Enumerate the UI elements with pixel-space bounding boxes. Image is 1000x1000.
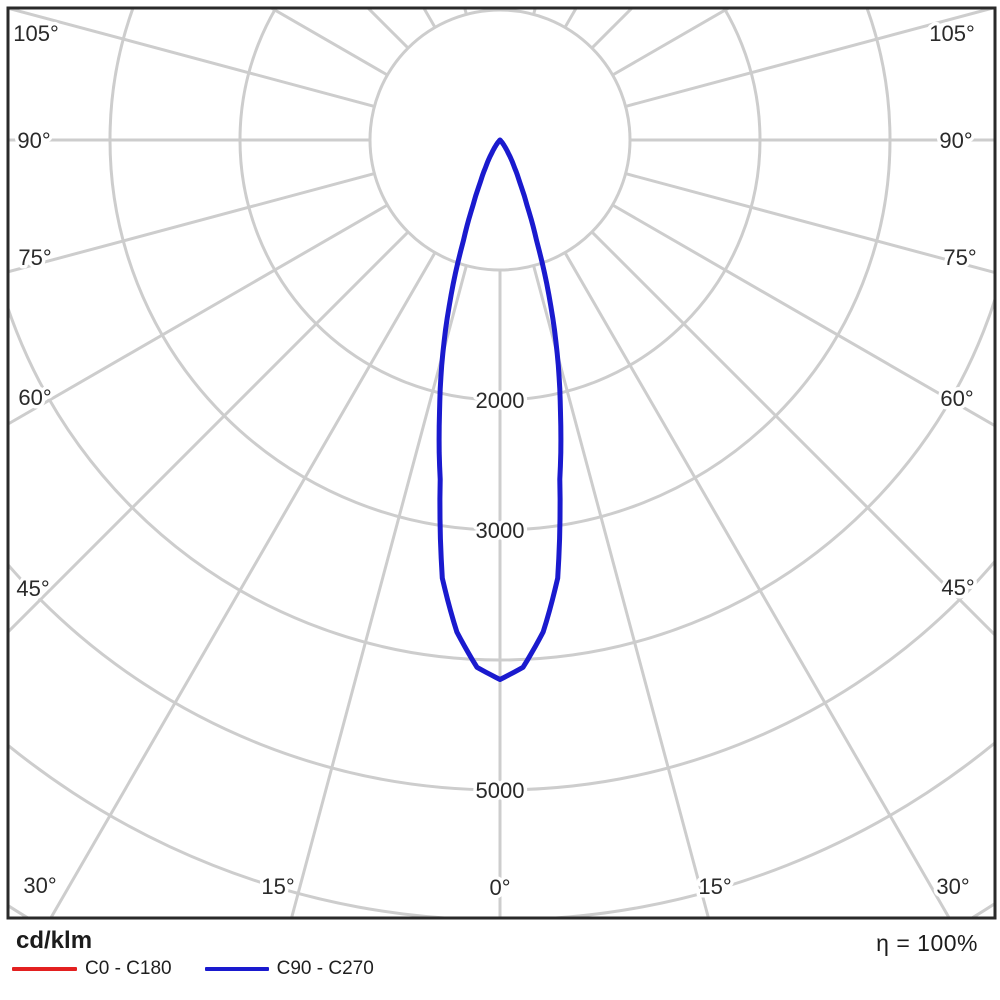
angle-label: 105° xyxy=(13,21,59,46)
angle-ray-255 xyxy=(8,8,375,108)
angle-ray-45 xyxy=(590,230,995,638)
angle-label: 45° xyxy=(941,575,974,600)
ring-value-label: 3000 xyxy=(476,518,525,543)
angle-ray-330 xyxy=(49,251,437,918)
angle-label: 75° xyxy=(943,245,976,270)
angle-label: 30° xyxy=(936,874,969,899)
unit-label: cd/klm xyxy=(16,927,93,954)
angle-ray-105 xyxy=(625,8,995,108)
intensity-curve-C90-C270 xyxy=(436,137,564,682)
ring-value-label: 5000 xyxy=(476,778,525,803)
angle-label: 45° xyxy=(16,576,49,601)
angle-ray-75 xyxy=(625,172,995,275)
angle-label: 30° xyxy=(23,873,56,898)
angle-label: 75° xyxy=(18,245,51,270)
angle-label: 60° xyxy=(940,386,973,411)
chart-border xyxy=(6,6,997,920)
angle-label: 90° xyxy=(17,128,50,153)
legend-label-c90-c270: C90 - C270 xyxy=(276,958,374,979)
legend-label-c0-c180: C0 - C180 xyxy=(85,958,172,979)
angle-ray-60 xyxy=(611,203,995,428)
c0-c180-line-swatch xyxy=(12,967,77,971)
legend-item-c0-c180: C0 - C180 xyxy=(12,956,172,982)
angle-ray-285 xyxy=(8,172,375,274)
angle-label: 105° xyxy=(929,21,975,46)
angle-ray-30 xyxy=(563,251,951,918)
angle-ray-15 xyxy=(532,265,711,918)
angle-ray-345 xyxy=(289,265,468,918)
legend: C0 - C180 C90 - C270 xyxy=(12,956,374,982)
angle-label: 60° xyxy=(18,385,51,410)
angle-ray-315 xyxy=(8,230,410,635)
legend-item-c90-c270: C90 - C270 xyxy=(204,956,374,982)
efficiency-value: η = 100% xyxy=(876,930,978,956)
angle-label: 90° xyxy=(939,128,972,153)
angle-label: 0° xyxy=(489,875,510,900)
c90-c270-line-swatch xyxy=(204,967,269,971)
ring-value-label: 2000 xyxy=(476,388,525,413)
angle-label: 15° xyxy=(261,874,294,899)
angle-ray-300 xyxy=(8,203,389,426)
angle-label: 15° xyxy=(698,874,731,899)
